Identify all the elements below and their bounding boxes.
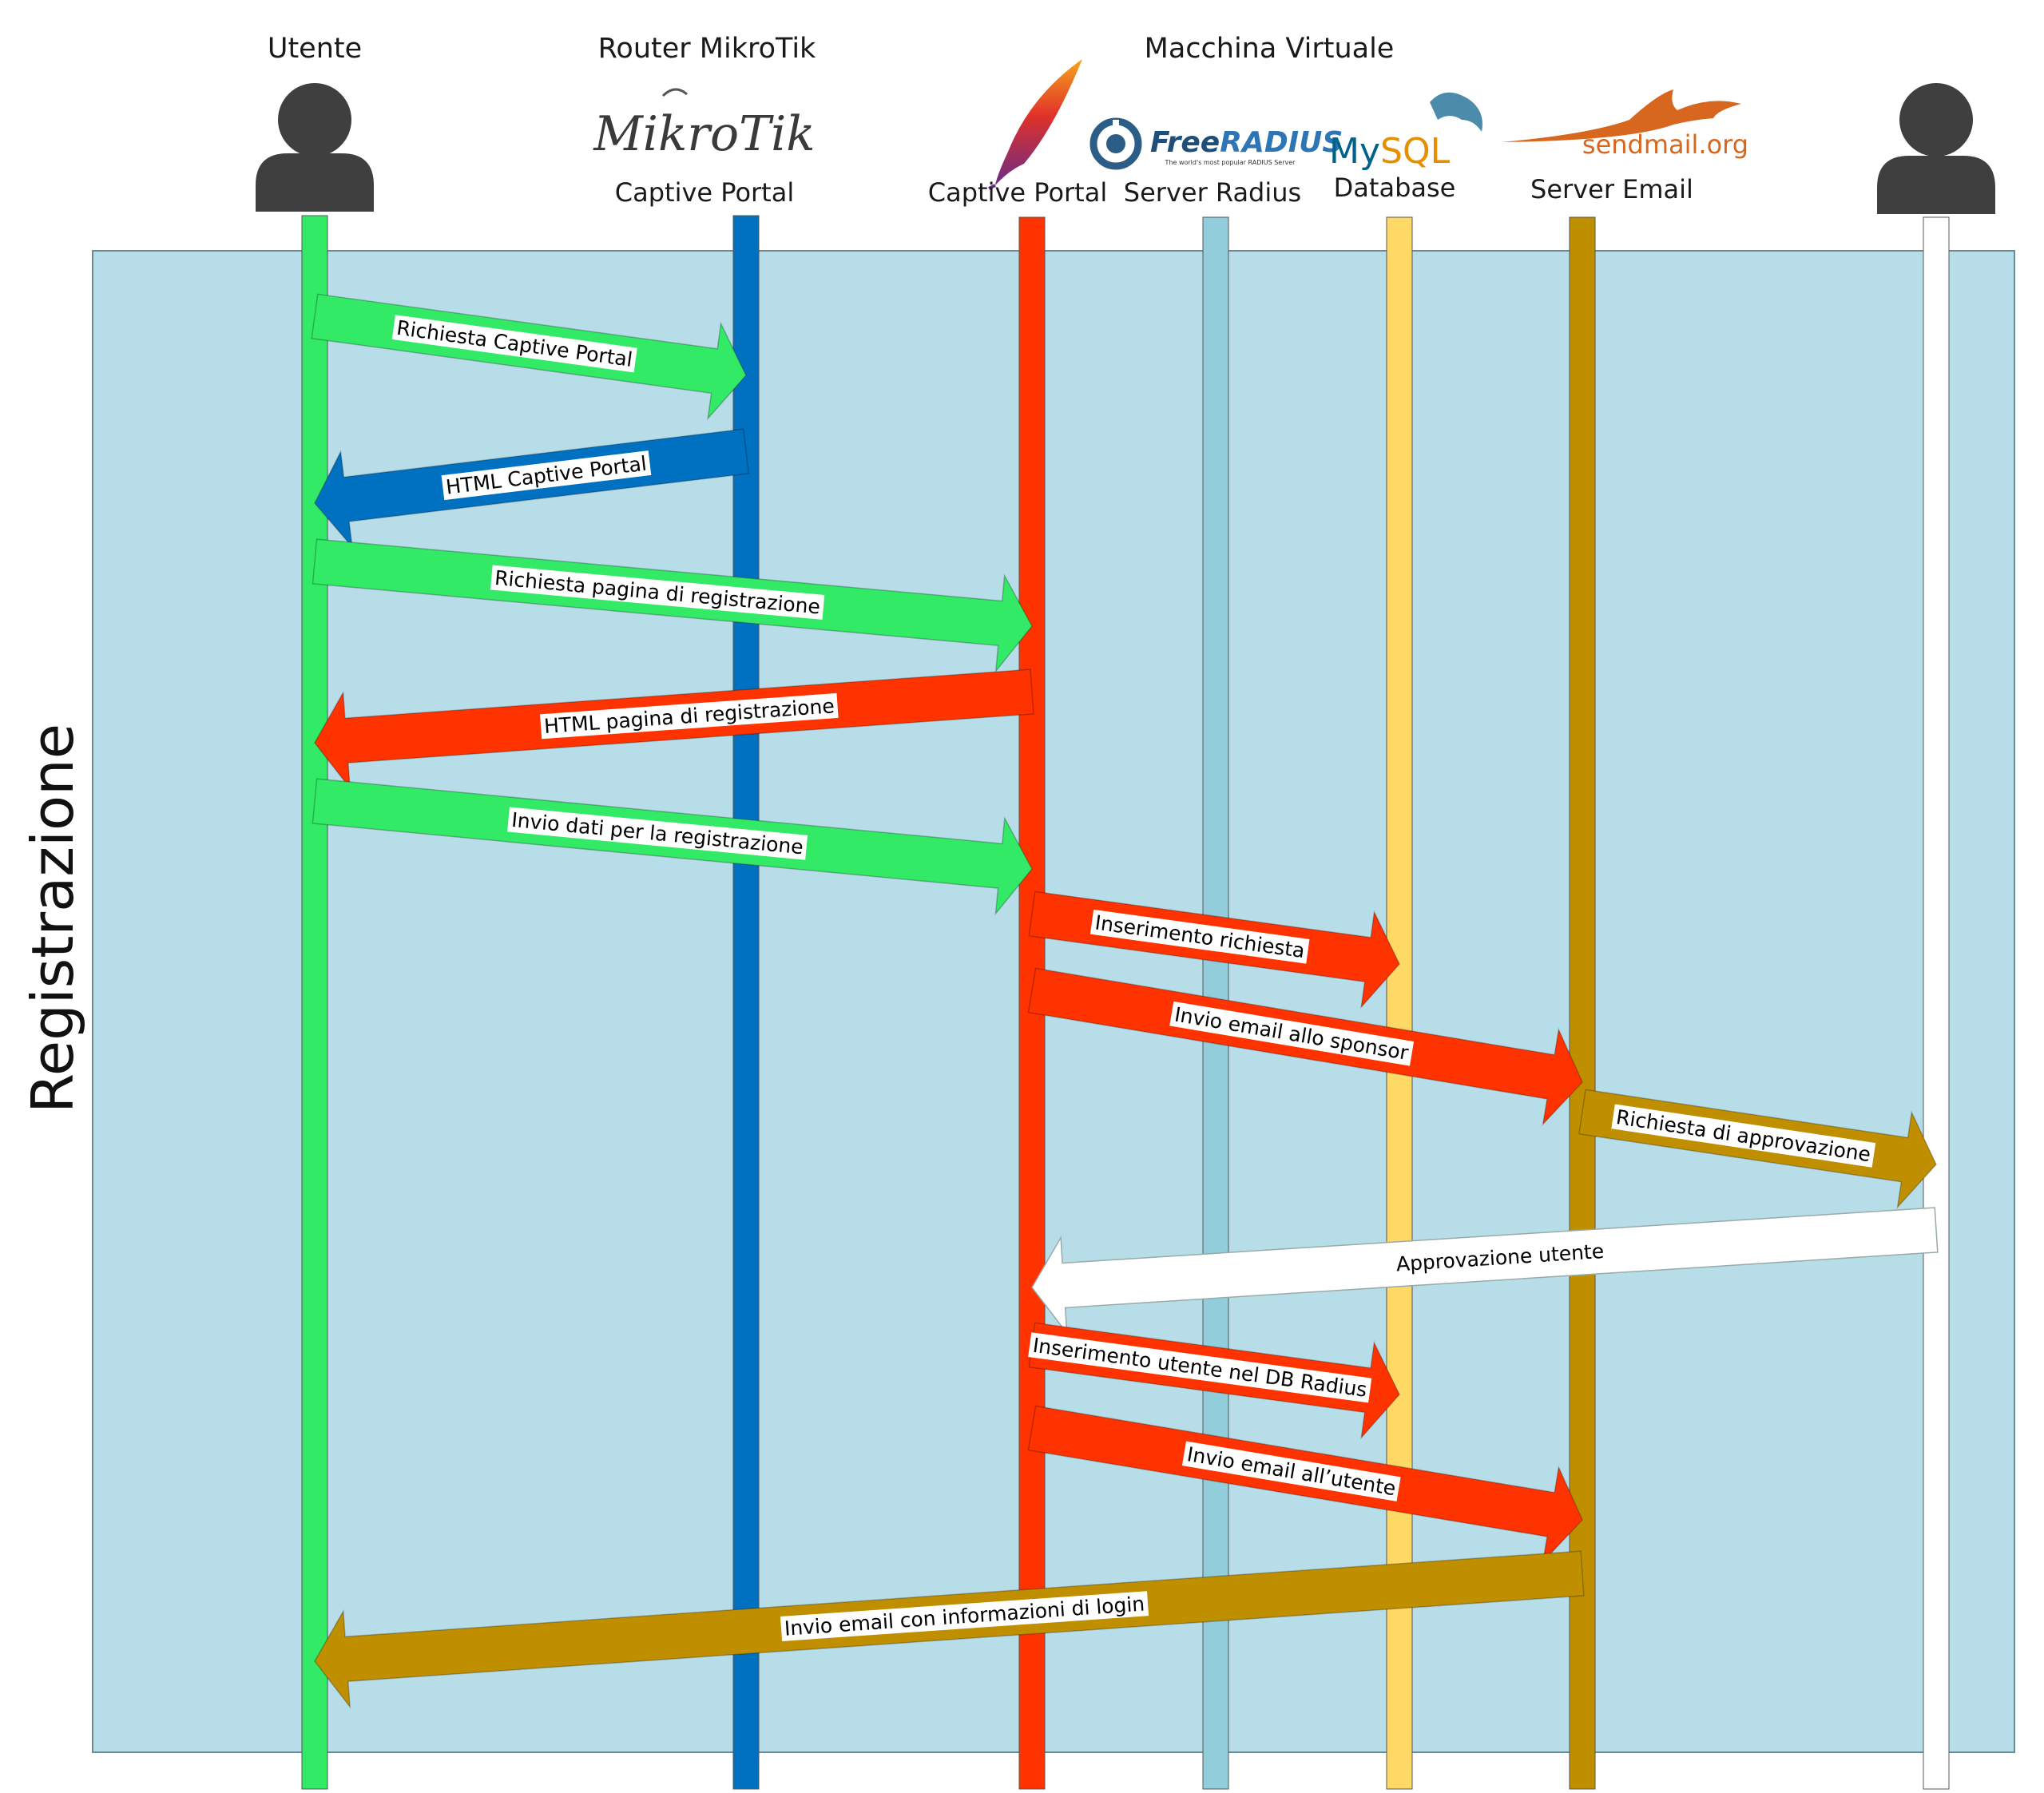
mysql-logo: MySQL bbox=[1329, 92, 1482, 172]
apache-feather-icon bbox=[988, 59, 1082, 190]
message-label-background bbox=[507, 807, 808, 860]
message-label-background bbox=[780, 1591, 1149, 1641]
freeradius-tagline: The world's most popular RADIUS Server bbox=[1165, 159, 1296, 166]
mikrotik-logo-text: MikroTik bbox=[593, 106, 815, 162]
message-arrow-m4: HTML pagina di registrazione bbox=[314, 668, 1034, 791]
sendmail-logo-text: sendmail.org bbox=[1582, 129, 1748, 160]
message-label-background bbox=[441, 450, 652, 501]
message-label-background bbox=[1169, 1001, 1415, 1066]
actor-mysql-label: Database bbox=[1334, 173, 1456, 203]
actor-sendmail-label: Server Email bbox=[1530, 174, 1693, 204]
person-icon bbox=[256, 83, 374, 212]
message-label-background bbox=[1611, 1104, 1876, 1168]
freeradius-logo: FreeRADIUS The world's most popular RADI… bbox=[1089, 117, 1343, 170]
person-icon bbox=[1877, 83, 1995, 214]
message-label-background bbox=[1028, 1332, 1372, 1403]
actor-router-name: Router MikroTik bbox=[598, 33, 816, 65]
mikrotik-logo: MikroTik bbox=[593, 88, 816, 162]
group-title: Macchina Virtuale bbox=[1145, 33, 1395, 65]
lifeline-sponsor bbox=[1923, 216, 1950, 1790]
message-label-background bbox=[391, 315, 637, 373]
arrow-shape bbox=[1031, 1207, 1939, 1335]
actor-router-label: Captive Portal bbox=[615, 177, 794, 208]
actor-radius-label: Server Radius bbox=[1124, 177, 1301, 208]
message-arrow-m9: Approvazione utente bbox=[1031, 1207, 1939, 1335]
message-label-background bbox=[490, 565, 825, 620]
phase-label: Registrazione bbox=[19, 724, 86, 1113]
svg-text:FreeRADIUS: FreeRADIUS bbox=[1150, 126, 1343, 159]
actor-apache-label: Captive Portal bbox=[928, 177, 1107, 208]
message-arrow-m2: HTML Captive Portal bbox=[314, 428, 750, 549]
message-label-background bbox=[1089, 909, 1310, 964]
message-label-background bbox=[1181, 1441, 1401, 1501]
sendmail-logo: sendmail.org bbox=[1502, 89, 1748, 160]
actor-utente-name: Utente bbox=[268, 33, 362, 65]
message-label-background bbox=[540, 692, 839, 740]
lifeline-router bbox=[732, 215, 760, 1790]
lifeline-utente bbox=[301, 215, 328, 1790]
lifeline-mysql bbox=[1386, 216, 1413, 1790]
mysql-logo-text: MySQL bbox=[1329, 131, 1451, 172]
